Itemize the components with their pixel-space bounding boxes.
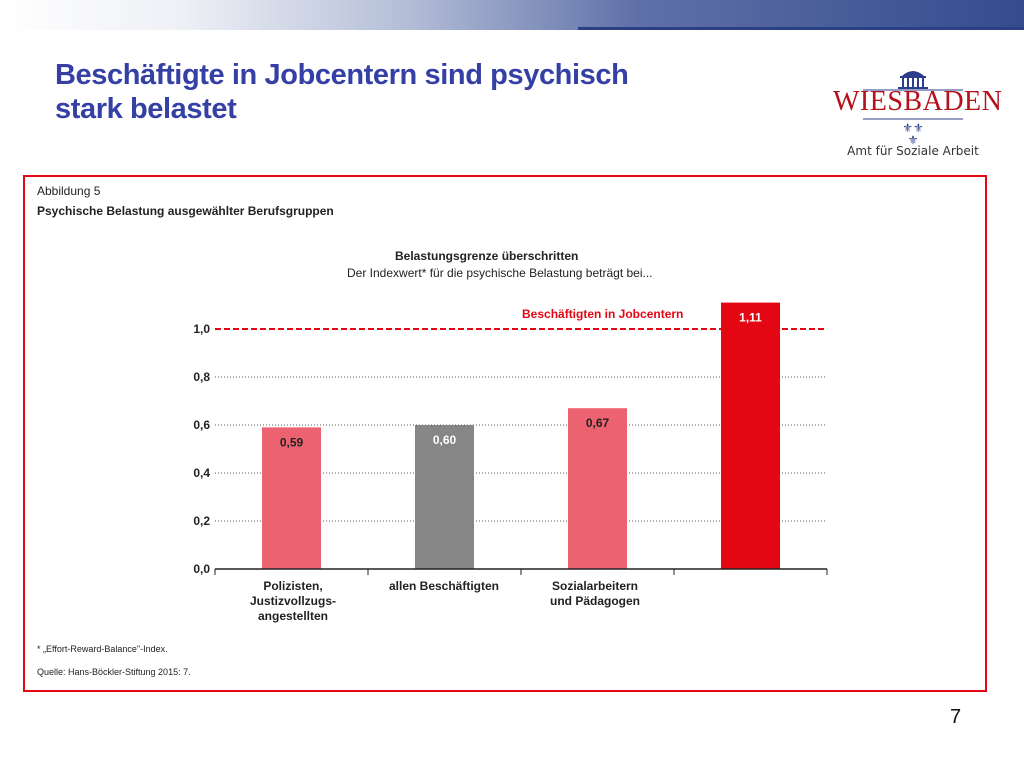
bar	[262, 427, 321, 569]
figure-title: Psychische Belastung ausgewählter Berufs…	[37, 204, 334, 218]
source-note: Quelle: Hans-Böckler-Stiftung 2015: 7.	[37, 667, 191, 677]
category-label-line: Sozialarbeitern	[551, 579, 639, 593]
y-tick-label: 0,2	[193, 514, 210, 528]
bar-value-label: 1,11	[739, 311, 762, 325]
figure-frame: 0,0 0,2 0,4 0,6 0,8 1,0 0,59 0,60 0,67 1,11 Abbil…	[23, 175, 987, 692]
svg-text:⚜⚜: ⚜⚜	[902, 121, 924, 135]
reference-line-label: Beschäftigten in Jobcentern	[522, 307, 684, 321]
category-label-sozialarbeiter: Sozialarbeitern und Pädagogen	[520, 579, 670, 609]
bar-value-label: 0,59	[280, 435, 304, 449]
y-tick-label: 0,0	[193, 562, 210, 576]
bar	[568, 408, 627, 569]
y-tick-label: 0,6	[193, 418, 210, 432]
slide-title-line-2: stark belastet	[55, 93, 237, 125]
wiesbaden-crest-icon: ⚜⚜ ⚜	[863, 71, 963, 147]
bar	[721, 302, 780, 569]
category-label-line: allen Beschäftigten	[388, 579, 500, 593]
bar-value-label: 0,60	[433, 433, 457, 447]
y-tick-label: 1,0	[193, 322, 210, 336]
slide-title: Beschäftigte in Jobcentern sind psychisc…	[55, 58, 755, 126]
top-banner-rule	[578, 27, 1024, 30]
slide-title-line-1: Beschäftigte in Jobcentern sind psychisc…	[55, 59, 629, 91]
footnote: * „Effort-Reward-Balance"-Index.	[37, 644, 168, 654]
figure-label: Abbildung 5	[37, 184, 101, 198]
category-label-line: angestellten	[257, 609, 329, 623]
category-label-line: und Pädagogen	[550, 594, 640, 608]
bar-chart: 0,0 0,2 0,4 0,6 0,8 1,0 0,59 0,60 0,67 1,11	[193, 302, 828, 576]
category-label-polizisten: Polizisten, Justizvollzugs- angestellten	[218, 579, 368, 624]
logo-name: WIESBADEN	[833, 86, 1003, 117]
page-number: 7	[950, 706, 962, 728]
bar-value-label: 0,67	[586, 416, 610, 430]
category-label-alle: allen Beschäftigten	[369, 579, 519, 594]
category-label-line: Justizvollzugs-	[249, 594, 336, 608]
category-label-line: Polizisten,	[263, 579, 323, 593]
logo-subtitle: Amt für Soziale Arbeit	[847, 144, 979, 158]
wiesbaden-logo: ⚜⚜ ⚜ WIESBADEN Amt für Soziale Arbeit	[828, 66, 1003, 166]
y-tick-label: 0,4	[193, 466, 210, 480]
chart-subheadline: Der Indexwert* für die psychische Belast…	[347, 266, 653, 280]
svg-text:⚜: ⚜	[908, 133, 919, 146]
y-tick-label: 0,8	[193, 370, 210, 384]
chart-headline: Belastungsgrenze überschritten	[395, 249, 579, 263]
bar	[415, 425, 474, 569]
top-banner	[0, 0, 1024, 30]
